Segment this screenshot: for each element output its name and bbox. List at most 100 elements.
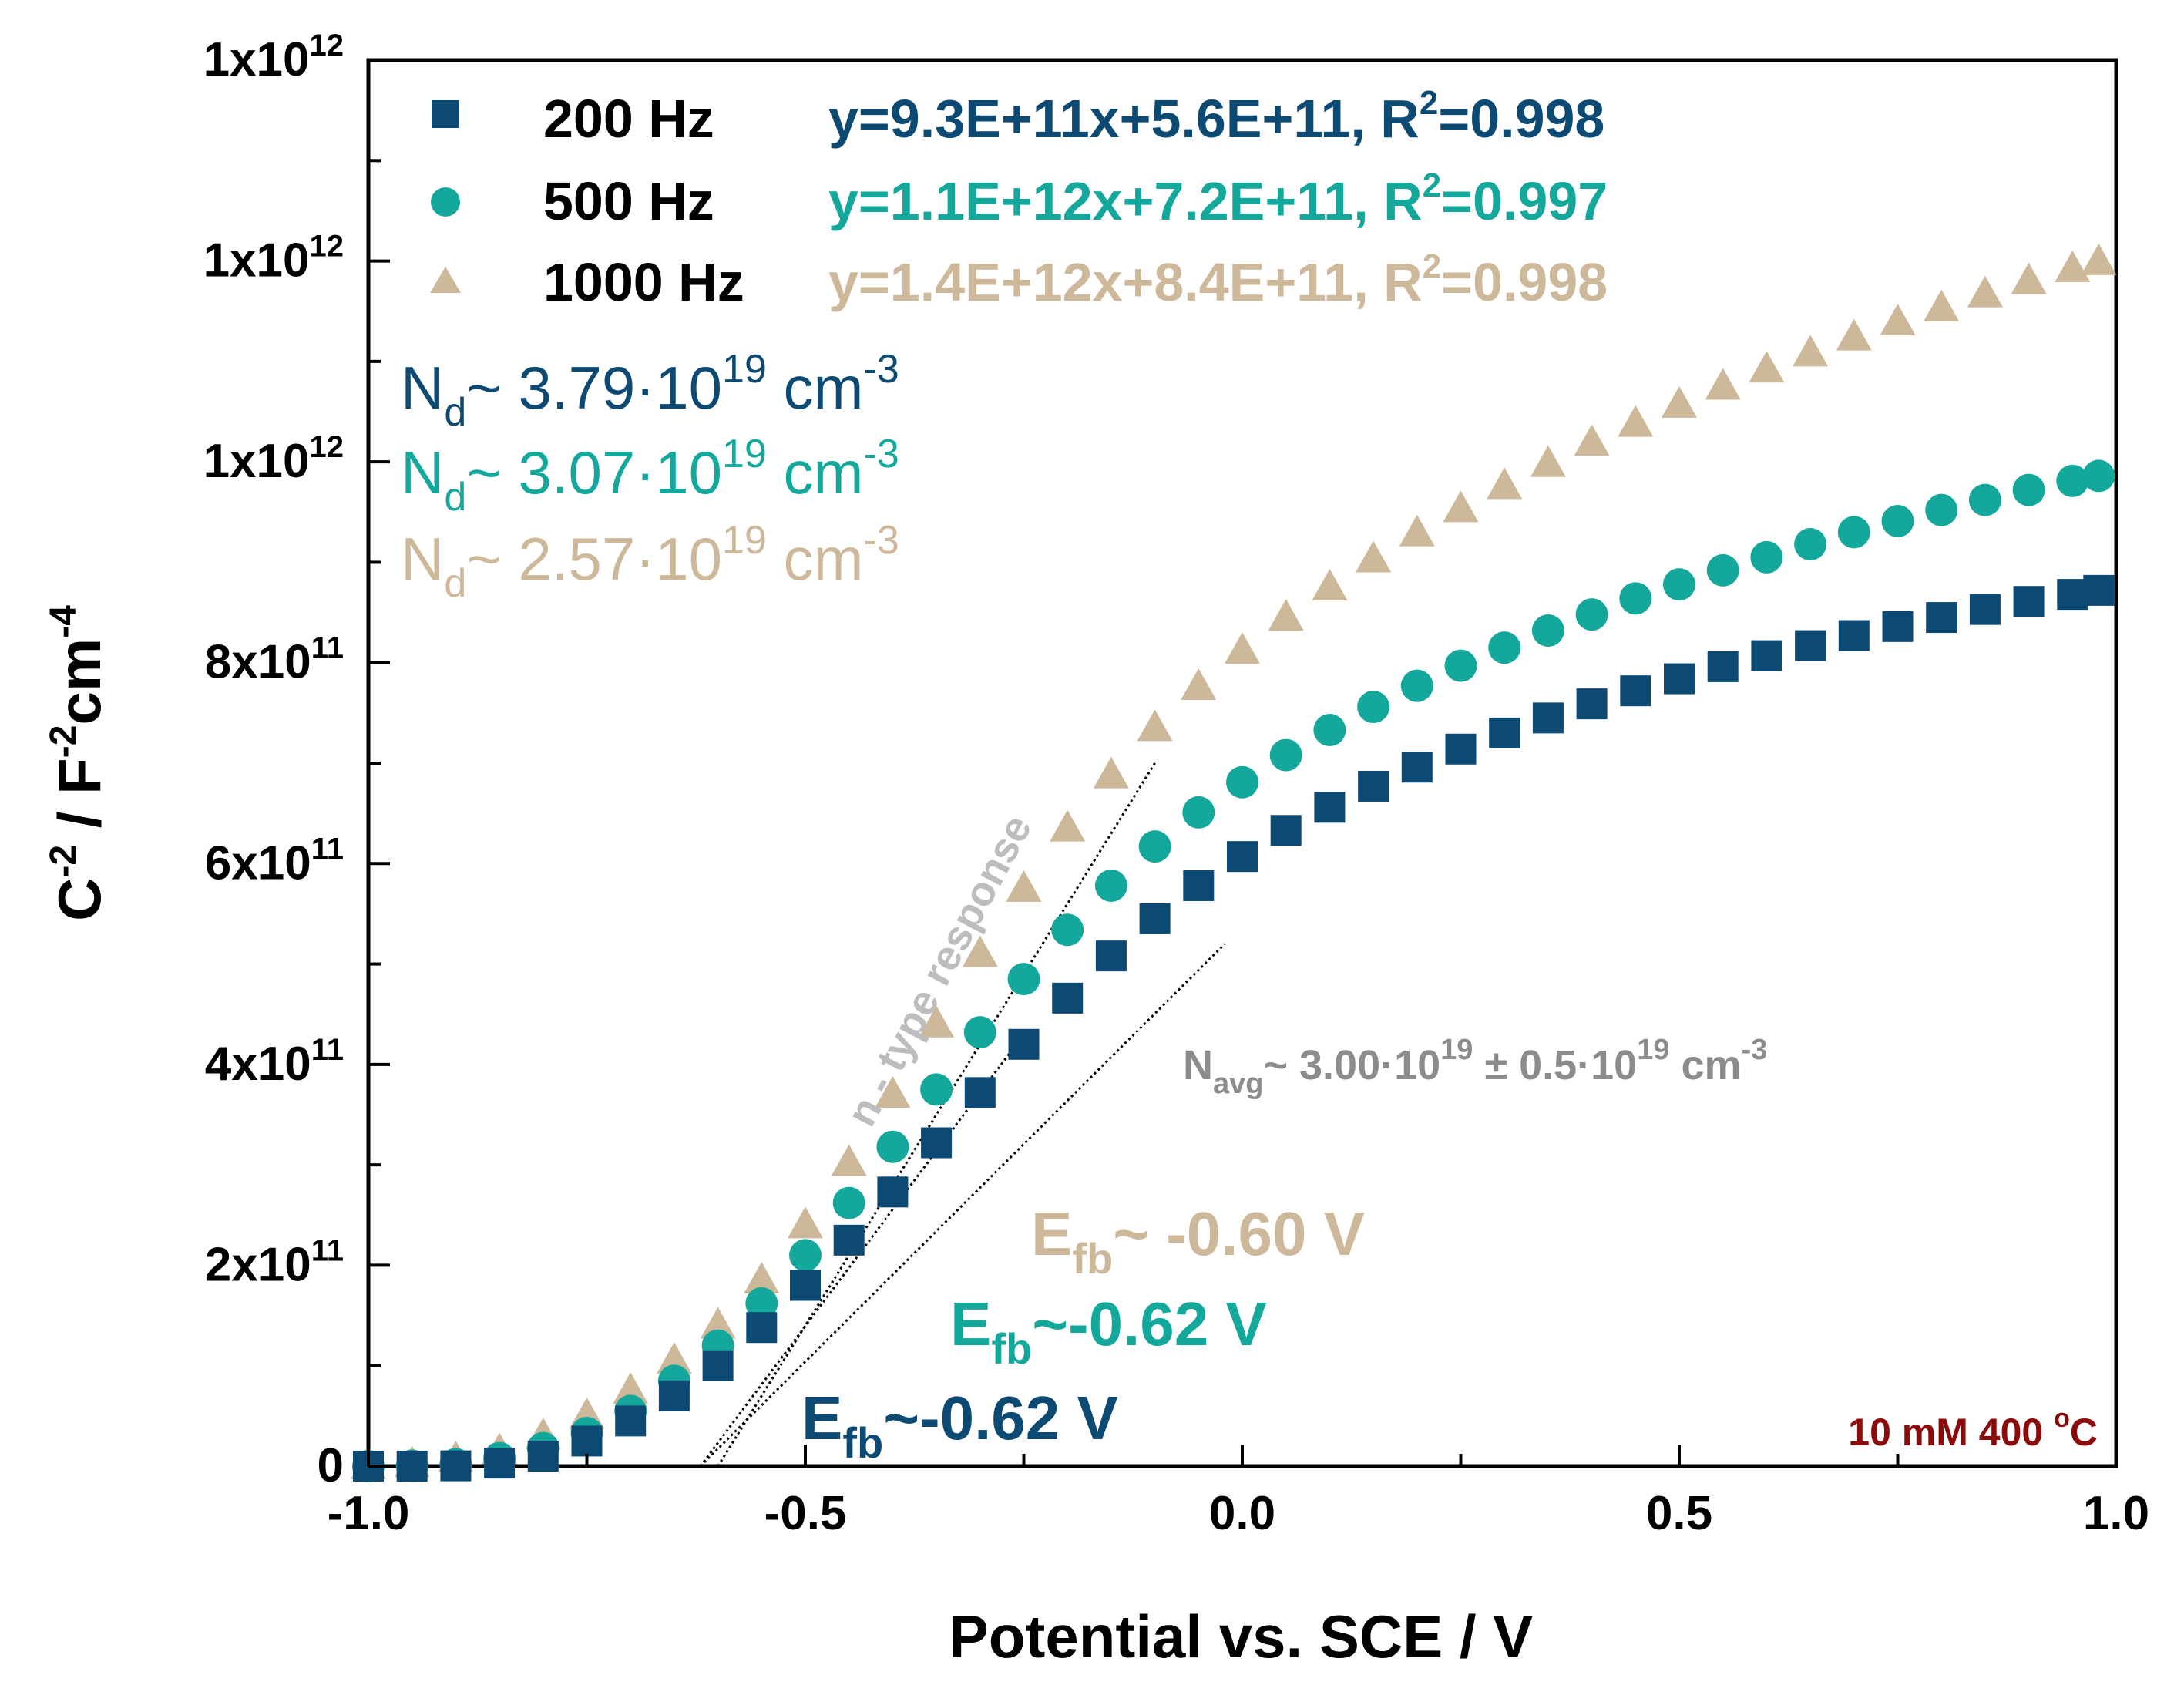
data-point-square: [2057, 579, 2088, 611]
data-point-square: [1532, 702, 1564, 734]
x-tick-label: 1.0: [2083, 1487, 2149, 1540]
data-point-square: [1314, 792, 1346, 823]
x-tick-label: 0.0: [1209, 1487, 1275, 1540]
fit-equation-500hz: y=1.1E+12x+7.2E+11, R2=0.997: [828, 167, 1608, 231]
data-point-triangle: [656, 1342, 692, 1374]
data-point-square: [396, 1451, 428, 1482]
data-point-square: [1358, 770, 1389, 802]
data-point-square: [440, 1450, 472, 1482]
data-point-circle: [2082, 459, 2115, 493]
fit-line: [717, 762, 1156, 1467]
data-point-triangle: [1312, 569, 1348, 600]
data-point-circle: [1269, 738, 1302, 772]
data-point-triangle: [1356, 540, 1392, 573]
data-point-triangle: [613, 1372, 649, 1404]
y-tick-label: 1x1012: [203, 430, 344, 488]
navg-annotation: Navg~ 3.00·1019 ± 0.5·1019 cm-3: [1183, 1034, 1767, 1100]
legend-label-1000hz: 1000 Hz: [543, 252, 744, 312]
data-point-triangle: [2011, 262, 2047, 294]
data-point-square: [1838, 620, 1870, 651]
data-point-triangle: [788, 1206, 823, 1239]
data-point-circle: [789, 1239, 822, 1272]
data-point-square: [1445, 733, 1477, 765]
data-point-circle: [1706, 553, 1739, 587]
data-point-circle: [1400, 669, 1433, 702]
data-point-triangle: [700, 1307, 736, 1339]
flat-band-annotations: Efb~ -0.60 V Efb~-0.62 V Efb~-0.62 V: [801, 1199, 1365, 1467]
data-point-square: [2013, 586, 2045, 617]
data-point-square: [615, 1405, 647, 1437]
legend: 200 Hz 500 Hz 1000 Hz y=9.3E+11x+5.6E+11…: [430, 84, 1608, 312]
data-point-triangle: [1705, 368, 1741, 400]
data-point-triangle: [1006, 870, 1042, 902]
data-point-triangle: [1093, 756, 1129, 789]
data-point-triangle: [1618, 405, 1654, 437]
data-point-square: [833, 1224, 865, 1256]
data-point-circle: [1750, 540, 1783, 574]
axes-layer: -1.0 -0.5 0.0 0.5 1.0 0 2x1011 4x1011 6x1011 8x10…: [203, 29, 2150, 1540]
data-point-square: [1052, 982, 1084, 1014]
data-point-circle: [1182, 796, 1215, 829]
legend-label-500hz: 500 Hz: [543, 171, 714, 231]
data-point-square: [1751, 640, 1782, 671]
data-point-square: [484, 1448, 516, 1479]
data-point-circle: [1357, 691, 1390, 724]
y-tick-label: 4x1011: [205, 1033, 344, 1091]
data-point-square: [1664, 663, 1695, 695]
data-point-square: [1270, 815, 1302, 846]
data-point-triangle: [1050, 809, 1086, 842]
data-point-circle: [1837, 516, 1870, 549]
data-point-circle: [1488, 631, 1521, 664]
data-point-circle: [1531, 614, 1564, 648]
data-point-square: [1576, 688, 1608, 720]
data-point-square: [571, 1425, 603, 1457]
data-point-triangle: [962, 935, 998, 967]
data-point-circle: [745, 1287, 778, 1320]
data-point-square: [790, 1270, 821, 1301]
efb-1000hz: Efb~ -0.60 V: [1031, 1199, 1365, 1283]
x-tick-label: 0.5: [1646, 1487, 1712, 1540]
data-point-square: [2083, 574, 2115, 606]
data-point-triangle: [1530, 445, 1566, 477]
data-point-triangle: [875, 1075, 911, 1108]
data-point-triangle: [1749, 351, 1785, 383]
data-point-square: [921, 1127, 953, 1159]
data-point-circle: [920, 1073, 953, 1106]
data-point-triangle: [1487, 467, 1523, 500]
data-point-triangle: [1574, 424, 1610, 456]
data-point-triangle: [2081, 243, 2117, 275]
data-point-circle: [1444, 649, 1477, 682]
nd-500hz: Nd~ 3.07·1019 cm-3: [401, 432, 899, 520]
y-tick-label: 6x1011: [205, 832, 344, 890]
data-point-triangle: [831, 1144, 867, 1176]
legend-marker-1000hz: [430, 267, 461, 293]
data-point-triangle: [1924, 289, 1960, 321]
data-point-triangle: [1181, 668, 1217, 700]
x-tick-label: -0.5: [764, 1487, 847, 1540]
data-point-square: [746, 1312, 778, 1344]
data-point-square: [1620, 675, 1651, 707]
data-point-triangle: [1967, 275, 2003, 308]
data-point-circle: [1968, 483, 2001, 516]
data-point-square: [1227, 841, 1258, 873]
data-point-square: [702, 1350, 734, 1381]
data-point-triangle: [919, 1005, 955, 1038]
legend-marker-500hz: [431, 187, 460, 217]
data-point-square: [1095, 940, 1127, 972]
fit-equation-200hz: y=9.3E+11x+5.6E+11, R2=0.998: [828, 84, 1604, 149]
data-point-circle: [1881, 505, 1914, 538]
data-point-circle: [1619, 582, 1652, 615]
fit-line: [699, 943, 1226, 1468]
legend-marker-200hz: [432, 100, 459, 128]
data-point-triangle: [1399, 514, 1435, 547]
x-tick-label: -1.0: [328, 1487, 410, 1540]
fit-lines: [699, 762, 1226, 1468]
data-point-circle: [1663, 568, 1695, 601]
data-point-square: [1401, 752, 1433, 783]
data-point-circle: [963, 1016, 996, 1049]
series-layer: [351, 243, 2117, 1482]
data-point-triangle: [1880, 304, 1916, 336]
data-point-circle: [1138, 830, 1171, 863]
data-point-square: [1882, 611, 1914, 642]
data-point-triangle: [1793, 335, 1829, 367]
